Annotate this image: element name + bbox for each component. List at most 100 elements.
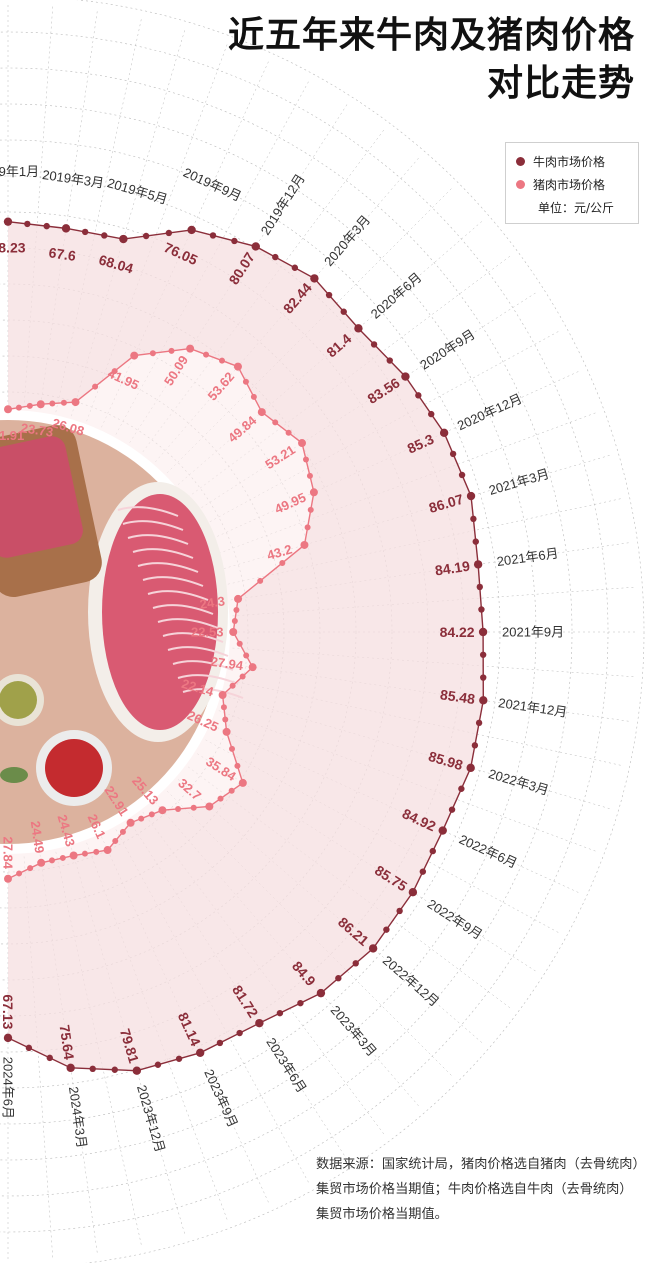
beef-minor-point: [449, 450, 457, 458]
beef-point: [368, 944, 378, 953]
legend-unit: 单位：元/公斤: [538, 199, 614, 216]
beef-point: [66, 1063, 75, 1073]
pork-minor-point: [257, 577, 264, 584]
pork-minor-point: [111, 368, 118, 375]
pork-point: [309, 488, 318, 497]
pork-point: [130, 351, 139, 360]
month-tick-label: 2020年12月: [455, 391, 524, 433]
beef-value-label: 75.64: [57, 1024, 78, 1061]
beef-point: [478, 627, 488, 637]
pork-point: [218, 691, 227, 700]
pork-point: [300, 540, 309, 549]
pork-point: [233, 362, 242, 371]
data-source-note: 数据来源：国家统计局，猪肉价格选自猪肉（去骨统肉）集贸市场价格当期值；牛肉价格选…: [316, 1157, 640, 1222]
marbled-beef-slice-icon: [102, 494, 218, 730]
beef-minor-point: [101, 232, 108, 239]
pork-minor-point: [307, 506, 314, 513]
pork-point: [238, 778, 247, 787]
beef-minor-point: [272, 253, 279, 261]
beef-point: [119, 234, 128, 244]
marbling-streak: [142, 576, 204, 587]
pork-minor-point: [49, 400, 56, 407]
beef-point: [3, 217, 13, 226]
pork-point: [234, 594, 243, 603]
pork-minor-point: [112, 837, 119, 844]
pork-point: [158, 806, 167, 815]
beef-value-label: 68.23: [0, 240, 26, 256]
marbling-streak: [182, 688, 244, 699]
legend-pork: 猪肉市场价格: [516, 176, 605, 193]
month-tick-label: 2020年9月: [417, 326, 477, 372]
beef-value-label: 84.22: [440, 624, 475, 640]
pork-minor-point: [168, 347, 175, 354]
beef-minor-point: [472, 538, 479, 545]
beef-point: [61, 224, 71, 233]
beef-point: [408, 888, 418, 897]
beef-minor-point: [352, 960, 359, 967]
beef-minor-point: [325, 291, 333, 299]
pork-point: [69, 851, 78, 860]
pork-point: [229, 628, 238, 636]
pork-point: [186, 344, 195, 353]
month-tick-label: 2019年9月: [181, 165, 244, 204]
beef-minor-point: [297, 999, 304, 1007]
beef-point: [401, 372, 410, 381]
title-line-2: 对比走势: [486, 63, 635, 104]
food-photo: [0, 410, 244, 854]
pork-point: [205, 802, 214, 811]
month-tick-label: 2020年6月: [368, 270, 425, 322]
beef-minor-point: [216, 1039, 224, 1047]
pork-minor-point: [239, 673, 246, 680]
pork-minor-point: [302, 456, 309, 463]
marbling-streak: [157, 618, 219, 629]
pork-minor-point: [250, 393, 257, 400]
pork-minor-point: [306, 472, 313, 479]
pork-point: [222, 727, 231, 736]
beef-minor-point: [43, 222, 50, 230]
beef-value-label: 84.19: [434, 558, 471, 579]
beef-minor-point: [458, 785, 465, 792]
beef-point: [473, 560, 483, 569]
pork-minor-point: [138, 815, 145, 822]
beef-minor-point: [470, 515, 477, 523]
month-tick-label: 2022年12月: [380, 953, 442, 1010]
legend-beef: 牛肉市场价格: [516, 153, 605, 170]
month-tick-label: 2020年3月: [321, 212, 373, 269]
legend-beef-label: 牛肉市场价格: [533, 155, 606, 169]
beef-point: [316, 988, 326, 998]
pork-point: [37, 858, 46, 867]
marbling-streak: [152, 604, 214, 615]
pork-value-label: 22.53: [191, 625, 224, 640]
beef-point: [479, 696, 488, 705]
pork-minor-point: [285, 429, 292, 436]
beef-minor-point: [370, 341, 378, 348]
beef-minor-point: [458, 471, 466, 479]
beef-minor-point: [478, 606, 485, 613]
pork-value-label: 24.49: [28, 820, 47, 854]
beef-minor-point: [429, 847, 436, 855]
marbling-streak: [122, 520, 184, 531]
month-tick-label: 2023年3月: [328, 1003, 380, 1060]
herb-leaf-icon: [0, 767, 28, 783]
pork-minor-point: [175, 805, 182, 812]
pork-minor-point: [217, 795, 224, 802]
legend-unit-label: 单位：元/公斤: [538, 201, 615, 215]
pork-minor-point: [148, 811, 155, 818]
marbling-streak: [132, 548, 194, 559]
beef-minor-point: [428, 410, 435, 418]
pork-minor-point: [242, 378, 249, 385]
marbling-streak: [162, 632, 224, 643]
beef-minor-point: [335, 975, 342, 982]
pork-minor-point: [272, 419, 279, 426]
beef-minor-point: [175, 1055, 183, 1062]
pork-minor-point: [279, 559, 286, 566]
beef-minor-point: [419, 868, 427, 875]
beef-point: [255, 1018, 264, 1028]
beef-point: [187, 225, 196, 235]
beef-minor-point: [46, 1054, 53, 1062]
beef-minor-point: [396, 907, 403, 915]
beef-minor-point: [276, 1009, 284, 1017]
beef-point: [3, 1033, 13, 1043]
beef-minor-point: [471, 742, 479, 749]
